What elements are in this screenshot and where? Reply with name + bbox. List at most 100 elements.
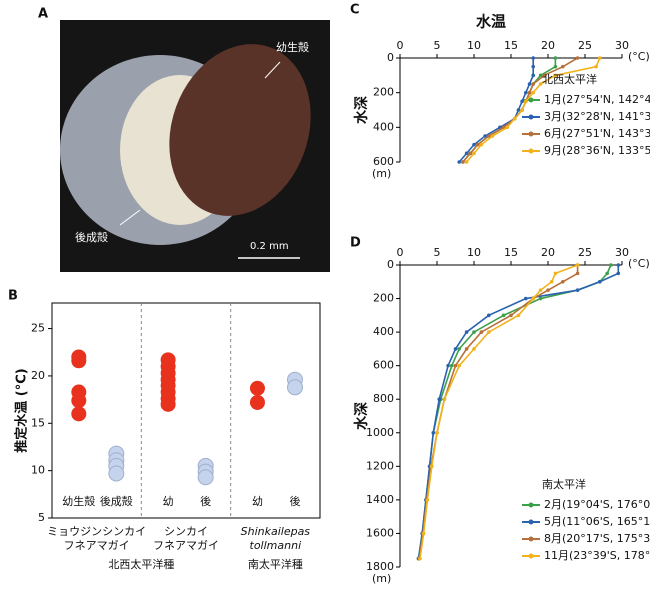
point [553,271,558,276]
point [538,82,543,86]
x-tick-label: 15 [504,246,518,259]
legend-marker [528,553,534,559]
point [575,271,580,276]
point [527,82,532,86]
y-tick-label: 200 [373,86,394,99]
panel-label: D [350,236,361,251]
y-tick-label: 5 [38,511,45,524]
y-tick-label: 600 [373,155,394,168]
point [437,397,442,402]
region-label: 北西太平洋種 [108,557,174,571]
point [542,73,547,78]
y-axis-label: 水深 [353,402,370,430]
x-unit: (°C) [628,257,650,270]
legend-label: 1月(27°54'N, 142°42'E) [544,93,650,106]
y-tick-label: 200 [373,292,394,305]
point [430,464,434,469]
point [468,151,473,156]
panel-label: B [8,289,18,304]
x-tick-label: 0 [397,246,404,259]
point [531,64,535,69]
x-tick-label: 後 [289,494,300,508]
point [524,296,528,301]
y-tick-label: 800 [373,392,394,405]
point [616,271,621,276]
legend-title: 南太平洋 [542,477,586,491]
y-unit: (m) [372,167,391,180]
point [457,363,462,368]
y-tick-label: 1800 [366,560,394,573]
point [487,330,491,334]
point [527,90,532,95]
point [538,73,543,78]
dot [71,406,87,422]
point [531,90,535,95]
x-tick-label: 後 [200,494,211,508]
point [446,363,450,368]
point [421,531,426,536]
y-tick-label: 0 [387,51,394,64]
point [442,397,447,402]
x-tick-label: 後成殻 [100,494,133,508]
y-tick-label: 10 [31,464,45,477]
pointer [264,61,281,79]
point [464,151,469,156]
pointer [119,209,141,226]
point [487,134,491,138]
point [549,279,554,284]
point [457,347,462,351]
legend-title: 北西太平洋 [542,72,597,86]
point [598,56,602,60]
x-tick-label: 20 [541,246,555,259]
chart-title: 水温 [476,13,506,31]
point [483,134,487,138]
x-tick-label: 25 [578,246,592,259]
point [553,64,558,69]
x-tick-label: 幼 [163,495,174,508]
legend-label: 3月(32°28'N, 141°34'E) [544,110,650,123]
dot [160,396,176,412]
group-label: Shinkailepas [241,525,311,538]
point [450,363,454,368]
point [561,64,565,69]
y-tick-label: 15 [31,416,45,429]
legend-label: 8月(20°17'S, 175°37'W) [544,532,650,545]
x-tick-label: 10 [467,39,481,52]
y-axis-label: 水深 [353,96,370,124]
y-tick-label: 0 [387,258,394,271]
point [531,296,535,301]
point [464,330,469,334]
point [538,296,543,301]
point [509,313,513,318]
point [594,64,598,69]
x-tick-label: 25 [578,39,592,52]
point [520,99,524,104]
point [516,313,521,318]
point [418,556,422,561]
group-label: フネアマガイ [64,539,130,552]
point [598,279,602,284]
photo: 幼生殻 後成殻 0.2 mm [60,20,330,272]
legend-label: 9月(28°36'N, 133°53'E) [544,144,650,157]
y-tick-label: 20 [31,369,45,382]
point [435,430,439,435]
y-tick-label: 400 [373,120,394,133]
group-label: フネアマガイ [153,539,219,552]
group-label: シンカイ [164,525,208,538]
y-tick-label: 600 [373,359,394,372]
label: 0.2 mm [250,241,289,252]
point [457,160,462,164]
legend-marker [528,148,534,154]
point [479,330,484,334]
y-tick-label: 25 [31,322,45,335]
point [575,56,580,60]
y-tick-label: 1600 [366,526,394,539]
point [512,116,517,121]
x-tick-label: 幼 [252,495,263,508]
panel-label: A [38,7,48,22]
x-tick-label: 30 [615,39,629,52]
y-unit: (m) [372,572,391,585]
panel-label: C [350,3,360,18]
dot [249,380,265,396]
point [472,347,476,351]
